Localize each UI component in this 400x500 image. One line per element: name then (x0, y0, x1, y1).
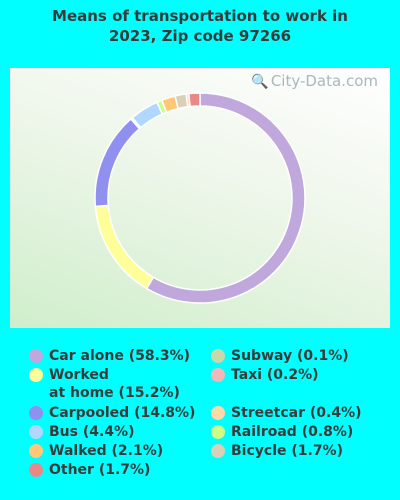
legend-label: Car alone (58.3%) (49, 348, 191, 364)
legend-item-right-1: Taxi (0.2%) (211, 366, 319, 384)
watermark-text: City-Data.com (270, 72, 378, 90)
donut-slices (94, 92, 306, 304)
legend-swatch (29, 463, 43, 477)
legend-item-left-1: Worked at home (15.2%) (29, 366, 180, 402)
chart-title: Means of transportation to work in 2023,… (52, 7, 348, 45)
legend-label: Streetcar (0.4%) (231, 405, 362, 421)
legend-item-left-4: Walked (2.1%) (29, 442, 163, 460)
legend-swatch (211, 349, 225, 363)
legend-item-right-3: Railroad (0.8%) (211, 423, 353, 441)
legend-label: Railroad (0.8%) (231, 424, 354, 440)
legend-label: Worked at home (15.2%) (49, 367, 180, 401)
legend-item-left-0: Car alone (58.3%) (29, 347, 190, 365)
legend-item-right-2: Streetcar (0.4%) (211, 404, 362, 422)
watermark: 🔍 City-Data.com (251, 72, 378, 90)
legend-swatch (29, 425, 43, 439)
legend-swatch (29, 406, 43, 420)
legend-item-right-0: Subway (0.1%) (211, 347, 349, 365)
legend-item-left-2: Carpooled (14.8%) (29, 404, 195, 422)
legend-swatch (29, 368, 43, 382)
slice-10 (187, 92, 201, 108)
search-icon: 🔍 (251, 74, 269, 90)
legend-swatch (29, 349, 43, 363)
legend-swatch (211, 425, 225, 439)
legend-swatch (211, 444, 225, 458)
legend-label: Taxi (0.2%) (231, 367, 319, 383)
legend-label: Bus (4.4%) (49, 424, 135, 440)
legend-swatch (211, 368, 225, 382)
legend-label: Walked (2.1%) (49, 443, 164, 459)
legend-swatch (29, 444, 43, 458)
legend-swatch (211, 406, 225, 420)
legend-label: Carpooled (14.8%) (49, 405, 196, 421)
legend-label: Bicycle (1.7%) (231, 443, 343, 459)
legend-label: Other (1.7%) (49, 462, 151, 478)
plot-area: 🔍 City-Data.com (10, 68, 390, 328)
legend-label: Subway (0.1%) (231, 348, 349, 364)
legend-item-left-5: Other (1.7%) (29, 461, 150, 479)
legend-item-left-3: Bus (4.4%) (29, 423, 134, 441)
legend-item-right-4: Bicycle (1.7%) (211, 442, 343, 460)
